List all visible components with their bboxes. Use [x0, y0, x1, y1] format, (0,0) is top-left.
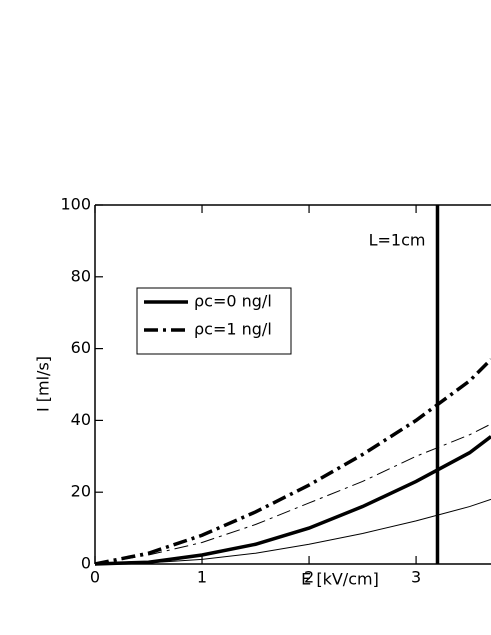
data-line	[94, 358, 491, 566]
x-tick-label: 0	[90, 568, 100, 587]
y-tick-label: 60	[71, 338, 91, 357]
x-tick-label: 3	[411, 568, 421, 587]
annotation: L=1cm	[369, 231, 426, 250]
y-tick-label: 0	[81, 554, 91, 573]
legend-box	[136, 287, 292, 355]
y-axis-label: I [ml/s]	[34, 356, 53, 412]
y-tick-label: 20	[71, 482, 91, 501]
data-line	[94, 435, 491, 566]
data-line	[94, 498, 491, 565]
data-line	[94, 423, 491, 565]
y-tick-label: 100	[60, 195, 91, 214]
x-axis-label: E [kV/cm]	[301, 570, 379, 589]
y-tick-label: 80	[71, 266, 91, 285]
x-tick-label: 1	[197, 568, 207, 587]
x-tick-label: 2	[304, 568, 314, 587]
y-tick-label: 40	[71, 410, 91, 429]
legend-label: ρc=0 ng/l	[194, 292, 272, 311]
legend-label: ρc=1 ng/l	[194, 320, 272, 339]
